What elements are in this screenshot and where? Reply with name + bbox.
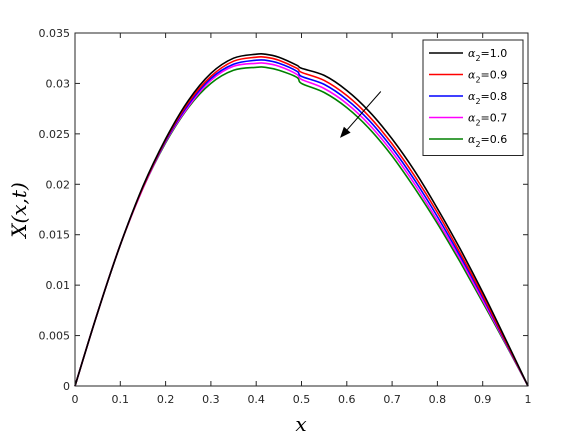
x-tick-label: 0.5 — [293, 393, 311, 406]
annotations — [340, 91, 382, 138]
series-line — [74, 52, 529, 387]
y-axis-label: X(x,t) — [7, 182, 31, 240]
legend-subscript: 2 — [475, 119, 480, 128]
x-tick-label: 0.6 — [338, 393, 356, 406]
y-tick-label: 0.005 — [39, 330, 71, 343]
x-tick-label: 0.1 — [112, 393, 130, 406]
x-tick-label: 1 — [525, 393, 532, 406]
y-tick-label: 0.02 — [46, 178, 71, 191]
legend-symbol: α — [468, 112, 476, 125]
legend-label: =0.8 — [481, 90, 508, 103]
x-tick-label: 0.9 — [474, 393, 492, 406]
y-tick-label: 0.03 — [46, 77, 71, 90]
legend-subscript: 2 — [475, 140, 480, 149]
y-tick-label: 0.035 — [39, 27, 71, 40]
legend-symbol: α — [468, 133, 476, 146]
legend-box — [422, 39, 524, 156]
x-tick-label: 0.7 — [383, 393, 401, 406]
y-tick-label: 0.015 — [39, 229, 71, 242]
y-tick-label: 0 — [63, 380, 70, 393]
legend-label: =0.9 — [481, 69, 508, 82]
x-tick-label: 0.4 — [247, 393, 265, 406]
legend-subscript: 2 — [475, 97, 480, 106]
axis-ticks: 0 0.1 0.2 0.3 0.4 0.5 0.6 0.7 0.8 0.9 1 0 0.005 0.01 0… — [39, 27, 532, 406]
legend-symbol: α — [468, 47, 476, 60]
series-lines — [74, 52, 529, 387]
legend-entry: α2=0.7 — [468, 112, 507, 128]
y-tick-label: 0.025 — [39, 128, 71, 141]
legend: α2=1.0α2=0.9α2=0.8α2=0.7α2=0.6 — [422, 39, 524, 156]
legend-subscript: 2 — [475, 76, 480, 85]
x-tick-label: 0.8 — [429, 393, 447, 406]
x-tick-label: 0.2 — [157, 393, 175, 406]
legend-label: =0.7 — [481, 112, 508, 125]
legend-subscript: 2 — [475, 54, 480, 63]
legend-entry: α2=1.0 — [468, 47, 507, 63]
legend-label: =1.0 — [481, 47, 508, 60]
legend-entry: α2=0.8 — [468, 90, 507, 106]
x-tick-label: 0.3 — [202, 393, 220, 406]
legend-symbol: α — [468, 90, 476, 103]
x-tick-label: 0 — [72, 393, 79, 406]
y-tick-label: 0.01 — [46, 279, 71, 292]
arrow-head — [340, 126, 351, 138]
legend-symbol: α — [468, 69, 476, 82]
legend-label: =0.6 — [481, 133, 508, 146]
arrow-shaft — [346, 91, 382, 130]
legend-entry: α2=0.9 — [468, 69, 507, 85]
x-axis-label: x — [295, 412, 306, 436]
legend-entry: α2=0.6 — [468, 133, 507, 149]
